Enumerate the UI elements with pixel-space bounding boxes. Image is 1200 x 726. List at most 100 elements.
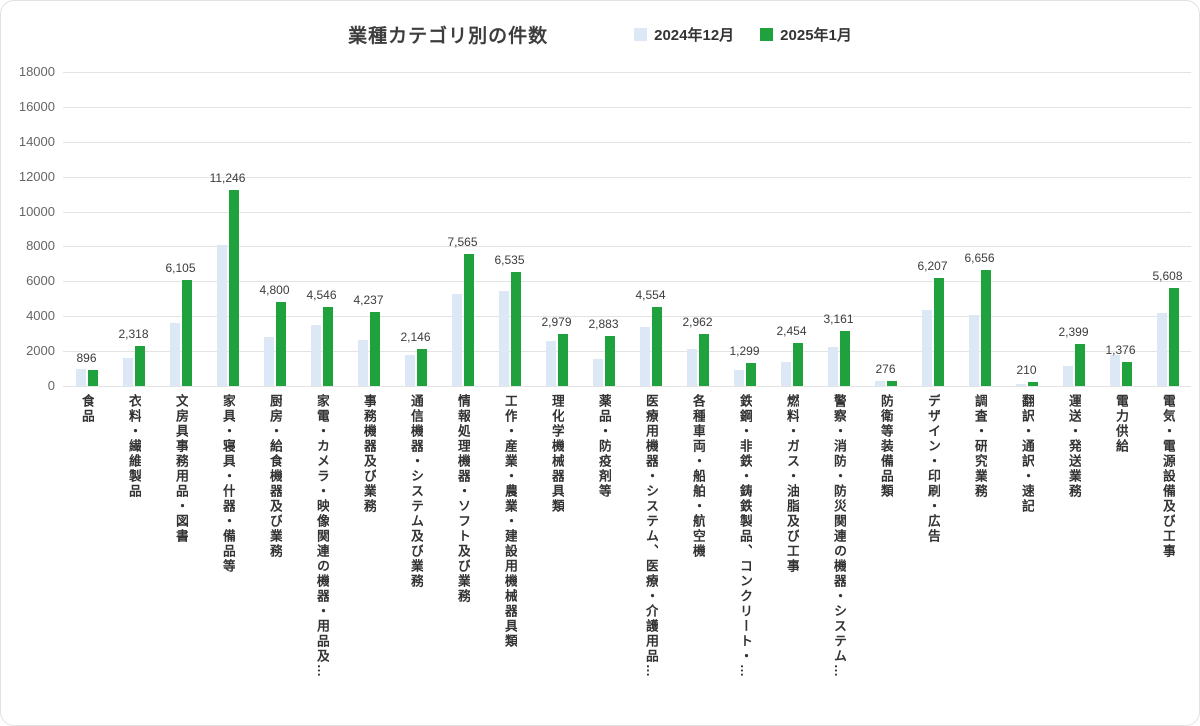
bar-2025-01 <box>228 189 239 386</box>
y-axis-tick-label: 4000 <box>26 308 55 324</box>
x-axis-category-label: 事務機器及び業務 <box>361 394 376 514</box>
legend: 2024年12月 2025年1月 <box>634 24 852 45</box>
value-label: 2,146 <box>400 329 431 344</box>
bar-group: 276 <box>862 72 909 386</box>
x-axis-category: 通信機器・システム及び業務 <box>392 394 439 721</box>
bar-group: 2,318 <box>110 72 157 386</box>
bar-group: 2,454 <box>768 72 815 386</box>
bar-2025-01 <box>181 279 192 386</box>
bar-2024-12 <box>451 293 462 386</box>
bar-2025-01 <box>87 370 98 386</box>
y-axis-tick-label: 12000 <box>18 168 55 184</box>
bar-2025-01 <box>651 306 662 386</box>
x-axis-category: 電気・電源設備及び工事 <box>1144 394 1191 721</box>
bar-2024-12 <box>921 310 932 386</box>
bar-2024-12 <box>122 357 133 386</box>
value-label: 2,399 <box>1058 325 1089 340</box>
bar-2025-01 <box>134 345 145 386</box>
bar-2024-12 <box>686 349 697 386</box>
bar-2024-12 <box>404 355 415 386</box>
bar-group: 5,608 <box>1144 72 1191 386</box>
x-axis-category-label: デザイン・印刷・広告 <box>925 394 940 544</box>
x-axis-category-label: 調査・研究業務 <box>972 394 987 499</box>
bar-group: 4,237 <box>345 72 392 386</box>
bar-2025-01 <box>1027 382 1038 386</box>
x-axis-category-label: 翻訳・通訳・速記 <box>1019 394 1034 514</box>
x-axis-labels: 食品 衣料・繊維製品 文房具事務用品・図書 家具・寝具・什器・備品等 厨房・給食機器及び… <box>63 394 1191 721</box>
x-axis-category: 各種車両・船舶・航空機 <box>674 394 721 721</box>
x-axis-category-label: 家電・カメラ・映像関連の機器・用品及… <box>314 394 329 679</box>
y-axis-tick-label: 16000 <box>18 98 55 114</box>
bar-2024-12 <box>1156 313 1167 386</box>
bar-2025-01 <box>604 335 615 386</box>
bar-2025-01 <box>980 269 991 386</box>
x-axis-category: 燃料・ガス・油脂及び工事 <box>768 394 815 721</box>
x-axis-category: 文房具事務用品・図書 <box>157 394 204 721</box>
bar-2025-01 <box>1074 344 1085 386</box>
bar-2024-12 <box>827 346 838 386</box>
value-label: 6,207 <box>917 258 948 273</box>
y-axis: 0 2000 4000 6000 8000 10000 12000 14000 16000 180… <box>1 64 55 393</box>
bar-2024-12 <box>216 244 227 386</box>
x-axis-category: デザイン・印刷・広告 <box>909 394 956 721</box>
gridline <box>63 176 1191 178</box>
x-axis-category-label: 衣料・繊維製品 <box>126 394 141 499</box>
value-label: 1,299 <box>729 344 760 359</box>
x-axis-category-label: 家具・寝具・什器・備品等 <box>220 394 235 574</box>
bar-2025-01 <box>886 381 897 386</box>
x-axis-category-label: 文房具事務用品・図書 <box>173 394 188 544</box>
gridline <box>63 386 1191 387</box>
bar-2024-12 <box>1015 384 1026 386</box>
chart-header: 業種カテゴリ別の件数 2024年12月 2025年1月 <box>1 21 1199 48</box>
bar-2024-12 <box>498 291 509 386</box>
bar-2024-12 <box>874 380 885 386</box>
x-axis-category-label: 電力供給 <box>1113 394 1128 454</box>
value-label: 2,979 <box>541 315 572 330</box>
bar-2025-01 <box>745 363 756 386</box>
x-axis-category: 電力供給 <box>1097 394 1144 721</box>
x-axis-category-label: 燃料・ガス・油脂及び工事 <box>784 394 799 574</box>
bar-2025-01 <box>839 330 850 386</box>
bar-group: 6,535 <box>486 72 533 386</box>
bar-2025-01 <box>463 254 474 386</box>
x-axis-category-label: 工作・産業・農業・建設用機械器具類 <box>502 394 517 649</box>
chart-title: 業種カテゴリ別の件数 <box>348 26 549 47</box>
gridline <box>63 72 1191 73</box>
bar-group: 6,105 <box>157 72 204 386</box>
bar-2024-12 <box>1109 355 1120 386</box>
bar-2024-12 <box>545 341 556 386</box>
bar-2025-01 <box>322 306 333 386</box>
legend-swatch-2024-12-icon <box>634 28 648 41</box>
legend-item-2025-01[interactable]: 2025年1月 <box>760 24 852 45</box>
value-label: 5,608 <box>1152 269 1183 284</box>
x-axis-category: 厨房・給食機器及び業務 <box>251 394 298 721</box>
bar-group: 2,883 <box>580 72 627 386</box>
gridline <box>63 211 1191 213</box>
y-axis-tick-label: 2000 <box>26 343 55 359</box>
gridline <box>63 351 1191 353</box>
x-axis-category: 調査・研究業務 <box>956 394 1003 721</box>
bar-2025-01 <box>510 272 521 386</box>
gridline <box>63 316 1191 318</box>
x-axis-category-label: 厨房・給食機器及び業務 <box>267 394 282 559</box>
gridline <box>63 281 1191 283</box>
x-axis-category-label: 各種車両・船舶・航空機 <box>690 394 705 559</box>
bar-group: 2,979 <box>533 72 580 386</box>
y-axis-tick-label: 14000 <box>18 133 55 149</box>
x-axis-category: 運送・発送業務 <box>1050 394 1097 721</box>
bar-2024-12 <box>169 322 180 386</box>
x-axis-category-label: 鉄鋼・非鉄・鋳鉄製品、コンクリート・… <box>737 394 752 679</box>
bar-2025-01 <box>369 312 380 386</box>
x-axis-category-label: 防衛等装備品類 <box>878 394 893 499</box>
x-axis-category: 理化学機械器具類 <box>533 394 580 721</box>
value-label: 4,546 <box>306 287 337 302</box>
legend-item-2024-12[interactable]: 2024年12月 <box>634 24 734 45</box>
bar-group: 6,207 <box>909 72 956 386</box>
bar-2025-01 <box>1168 288 1179 386</box>
value-label: 3,161 <box>823 311 854 326</box>
x-axis-category: 家電・カメラ・映像関連の機器・用品及… <box>298 394 345 721</box>
bar-2024-12 <box>75 368 86 386</box>
value-label: 4,554 <box>635 287 666 302</box>
legend-label-2024-12: 2024年12月 <box>654 27 735 44</box>
